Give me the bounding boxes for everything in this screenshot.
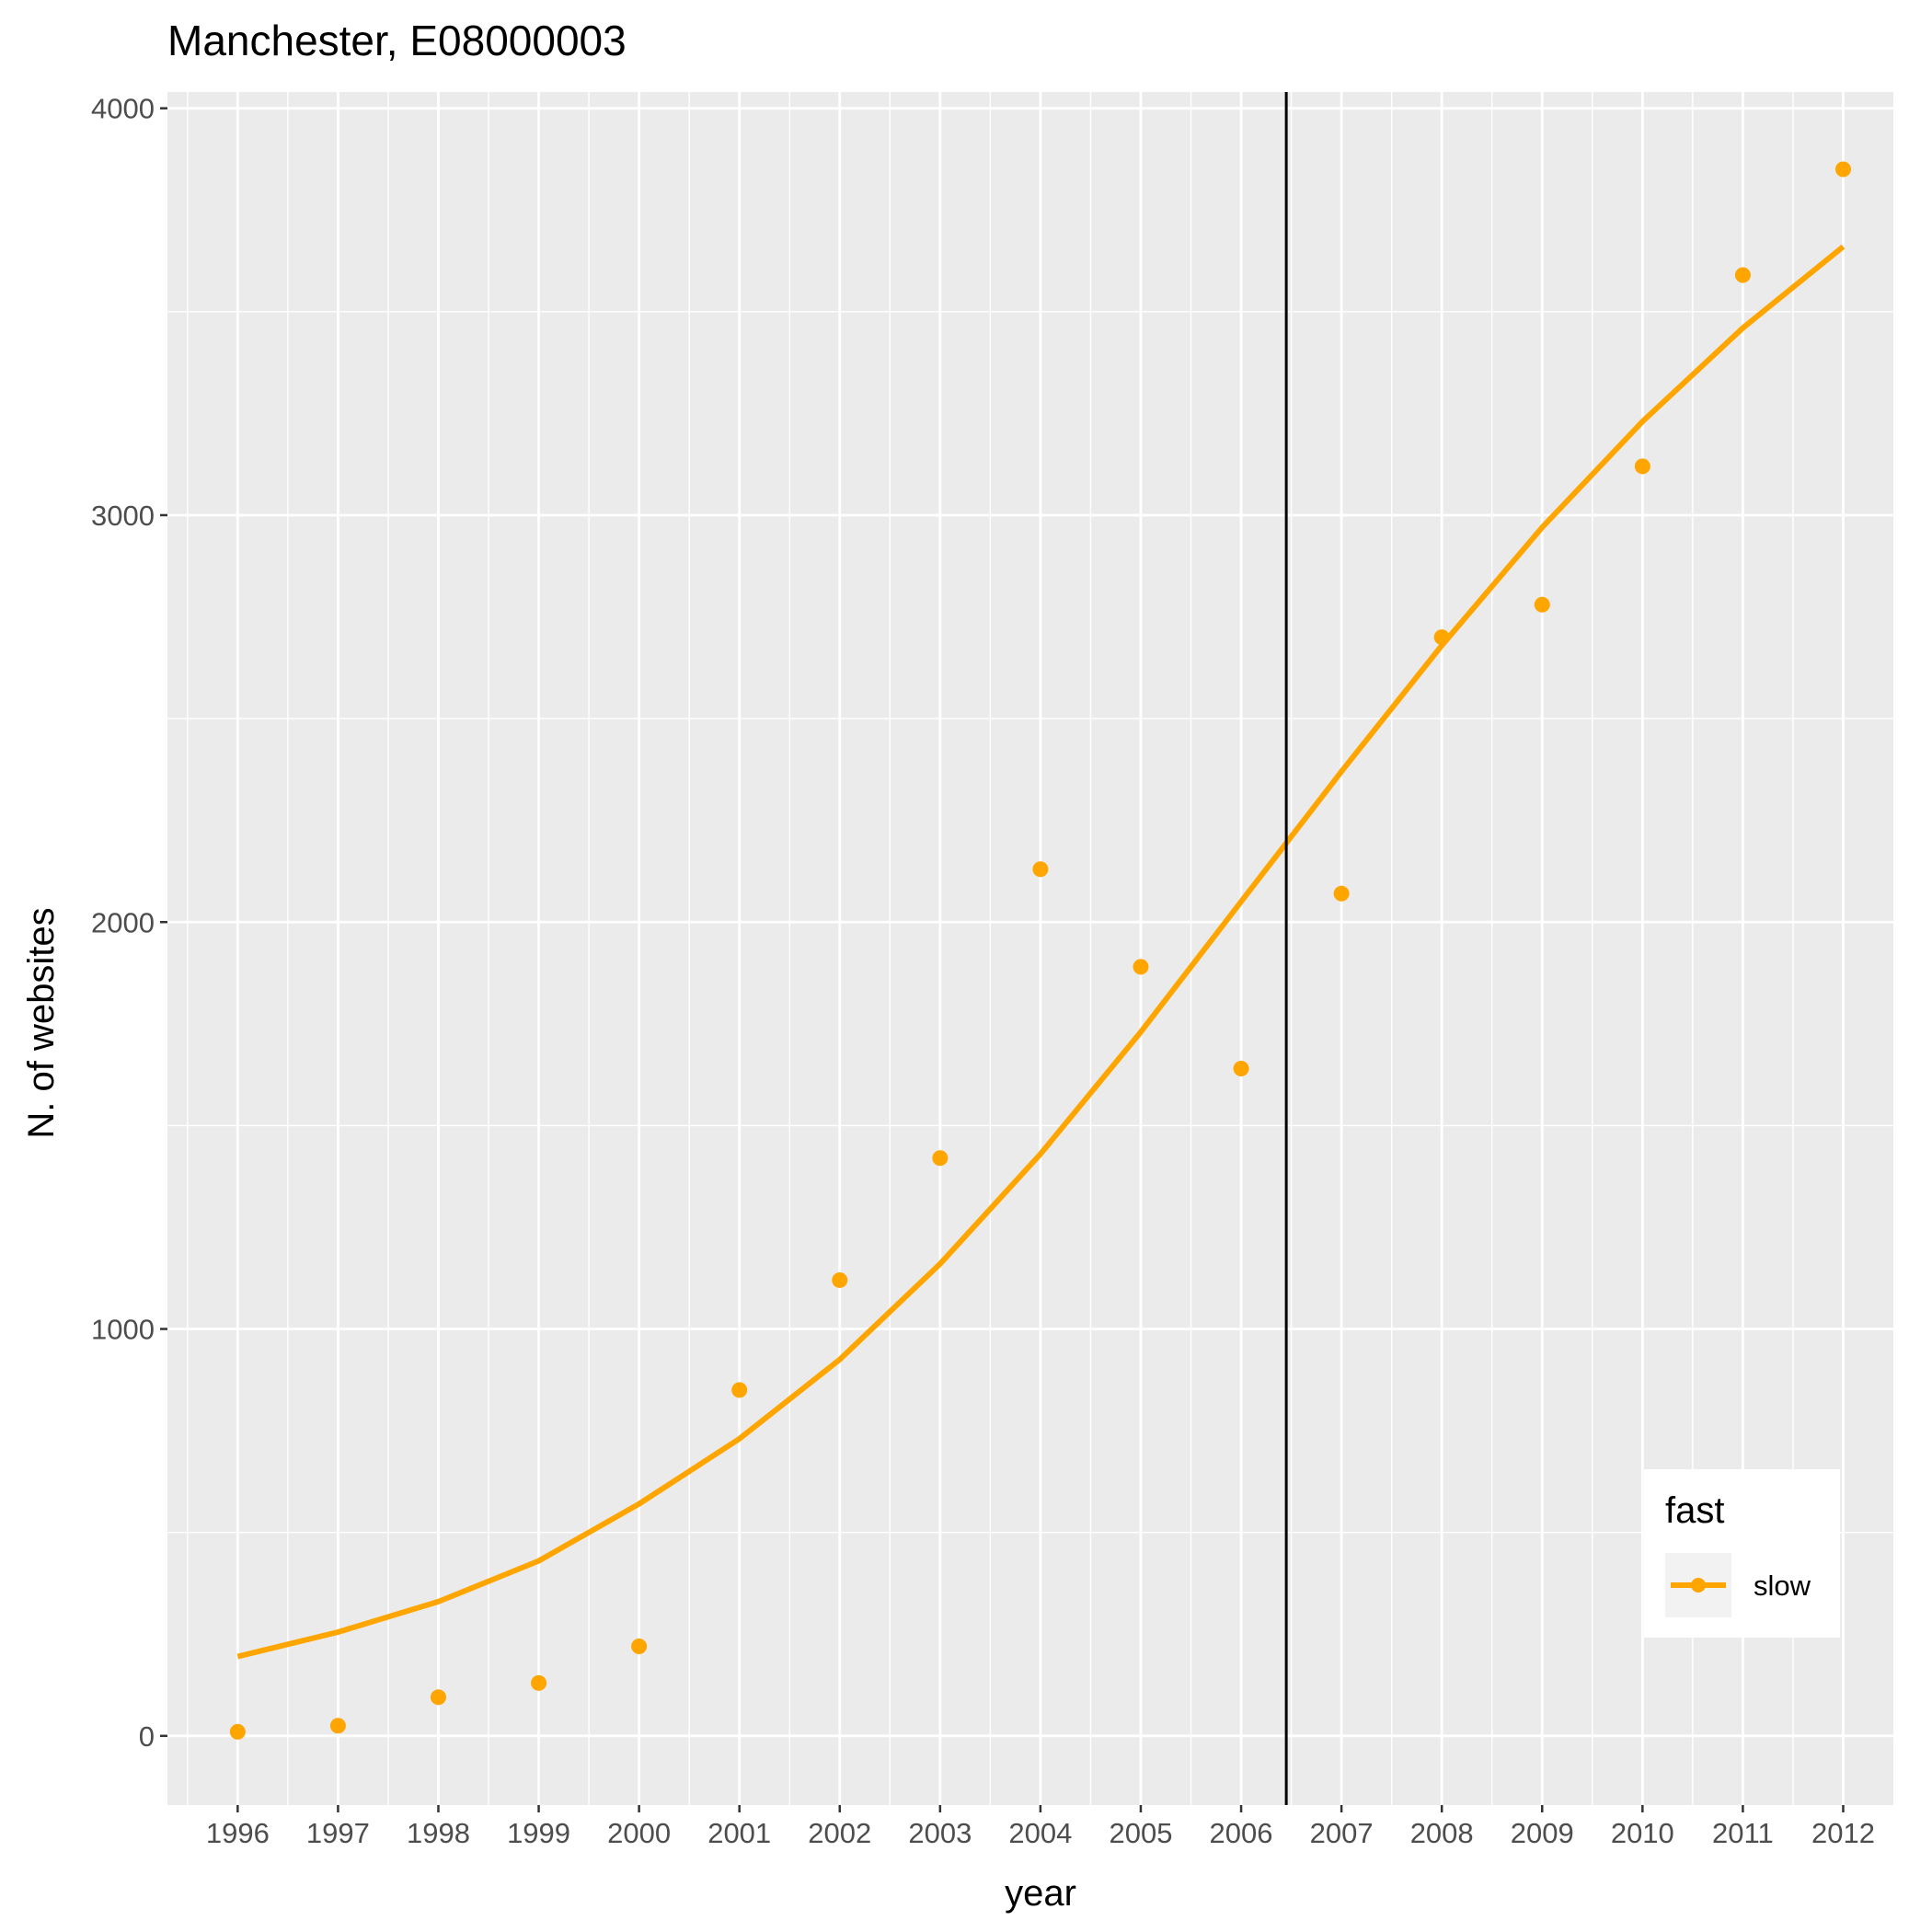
y-tick-label: 0	[139, 1720, 155, 1753]
x-tick-label: 2012	[1811, 1817, 1875, 1849]
data-point	[1133, 959, 1149, 975]
legend-key-point	[1691, 1578, 1706, 1593]
y-tick-label: 4000	[91, 93, 155, 125]
x-tick-label: 2007	[1310, 1817, 1374, 1849]
data-point	[1032, 861, 1049, 878]
x-tick-label: 1996	[206, 1817, 270, 1849]
plot-panel	[167, 92, 1893, 1805]
y-axis: 0 1000 2000 3000 4000	[91, 93, 167, 1753]
x-axis-title: year	[1005, 1873, 1076, 1914]
data-point	[1634, 458, 1650, 475]
x-tick-label: 2011	[1712, 1817, 1774, 1849]
y-axis-title: N. of websites	[21, 907, 62, 1138]
x-tick-label: 2004	[1008, 1817, 1072, 1849]
trend-line-slow	[236, 244, 1846, 1660]
x-tick-label: 2008	[1410, 1817, 1474, 1849]
panel-background	[167, 92, 1893, 1805]
x-axis: 1996 1997 1998 1999 2000 2001 2002 2003 2004 2005…	[206, 1805, 1875, 1849]
data-point	[1333, 885, 1350, 902]
x-tick-label: 2001	[707, 1817, 771, 1849]
x-tick-label: 1999	[507, 1817, 570, 1849]
data-point	[731, 1382, 748, 1398]
x-tick-label: 2005	[1109, 1817, 1172, 1849]
data-point	[1534, 596, 1550, 613]
y-tick-label: 2000	[91, 906, 155, 938]
data-point	[932, 1150, 949, 1167]
x-tick-label: 2009	[1511, 1817, 1574, 1849]
legend-title: fast	[1665, 1490, 1724, 1531]
chart-title: Manchester, E08000003	[167, 17, 627, 64]
legend-label-slow: slow	[1754, 1570, 1811, 1602]
data-point	[1834, 161, 1851, 178]
data-point	[1734, 267, 1751, 283]
x-tick-label: 2006	[1210, 1817, 1273, 1849]
y-tick-label: 3000	[91, 500, 155, 532]
x-tick-label: 2002	[808, 1817, 871, 1849]
data-point	[1233, 1060, 1249, 1076]
data-point	[329, 1718, 346, 1734]
data-point	[229, 1723, 246, 1740]
data-point	[430, 1689, 446, 1706]
x-tick-label: 2003	[908, 1817, 972, 1849]
x-tick-label: 2010	[1611, 1817, 1674, 1849]
x-tick-label: 1998	[407, 1817, 470, 1849]
data-point	[1433, 629, 1450, 646]
data-point	[531, 1674, 547, 1691]
x-tick-label: 2000	[607, 1817, 671, 1849]
data-point	[832, 1271, 848, 1288]
legend: fast slow	[1644, 1469, 1840, 1638]
x-tick-label: 1997	[306, 1817, 370, 1849]
data-point	[631, 1639, 648, 1655]
y-tick-label: 1000	[91, 1314, 155, 1346]
